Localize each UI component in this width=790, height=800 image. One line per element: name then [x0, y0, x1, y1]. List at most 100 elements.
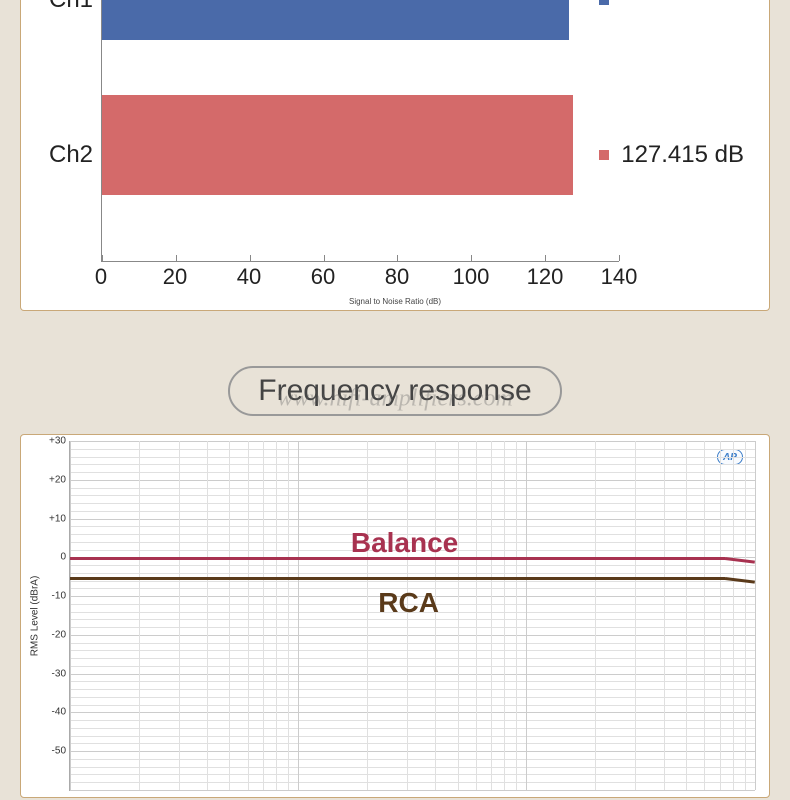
grid-line-major	[70, 751, 755, 752]
grid-line-vertical	[755, 441, 756, 790]
grid-line-minor	[70, 643, 755, 644]
y-tick-label: -40	[52, 707, 66, 718]
grid-line-minor	[70, 681, 755, 682]
grid-line-minor	[70, 581, 755, 582]
frequency-response-chart: RMS Level (dBrA) AP +30+20+100-10-20-30-…	[21, 435, 769, 797]
grid-line-vertical	[298, 441, 299, 790]
y-tick-label: +10	[49, 513, 66, 524]
grid-line-vertical	[367, 441, 368, 790]
grid-line-major	[70, 712, 755, 713]
bar-ch2	[102, 95, 573, 195]
grid-line-vertical	[704, 441, 705, 790]
x-tick: 0	[95, 264, 107, 290]
bar-ch1	[102, 0, 569, 40]
grid-line-major	[70, 674, 755, 675]
legend-marker	[599, 150, 609, 160]
grid-line-vertical	[229, 441, 230, 790]
legend-marker	[599, 0, 609, 5]
grid-line-vertical	[207, 441, 208, 790]
section-title: Frequency response	[228, 366, 562, 416]
grid-line-minor	[70, 464, 755, 465]
grid-line-minor	[70, 658, 755, 659]
grid-line-vertical	[263, 441, 264, 790]
grid-line-minor	[70, 689, 755, 690]
grid-line-minor	[70, 782, 755, 783]
grid-line-vertical	[276, 441, 277, 790]
grid-line-major	[70, 790, 755, 791]
grid-line-minor	[70, 666, 755, 667]
grid-line-vertical	[516, 441, 517, 790]
grid-line-minor	[70, 619, 755, 620]
grid-line-minor	[70, 728, 755, 729]
freq-plot-area: AP +30+20+100-10-20-30-40-50BalanceRCA	[69, 441, 755, 791]
y-tick-label: +30	[49, 436, 66, 447]
series-line-rca	[70, 577, 725, 580]
y-tick-label: +20	[49, 474, 66, 485]
grid-line-minor	[70, 759, 755, 760]
grid-line-minor	[70, 697, 755, 698]
series-line-droop	[725, 557, 755, 564]
x-tick: 20	[163, 264, 187, 290]
grid-line-vertical	[664, 441, 665, 790]
x-tick: 100	[453, 264, 490, 290]
grid-line-minor	[70, 457, 755, 458]
series-label-rca: RCA	[378, 587, 439, 619]
grid-line-vertical	[139, 441, 140, 790]
grid-line-major	[70, 519, 755, 520]
bar-channel-label: Ch1	[49, 0, 93, 14]
x-axis-label: Signal to Noise Ratio (dB)	[349, 297, 441, 306]
series-label-balance: Balance	[351, 527, 458, 559]
grid-line-vertical	[526, 441, 527, 790]
section-title-wrap: Frequency response www.hifi-amplifiers.c…	[0, 366, 790, 416]
y-tick-label: -10	[52, 591, 66, 602]
snr-bar-chart-container: 0 20 40 60 80 100 120 140 Signal to Noise Ratio…	[20, 0, 770, 311]
grid-line-major	[70, 635, 755, 636]
grid-line-minor	[70, 503, 755, 504]
series-line-droop	[725, 577, 755, 584]
grid-line-vertical	[248, 441, 249, 790]
x-axis-ticks: 020406080100120140	[101, 264, 619, 292]
grid-line-minor	[70, 774, 755, 775]
grid-line-minor	[70, 573, 755, 574]
grid-line-vertical	[179, 441, 180, 790]
grid-line-minor	[70, 736, 755, 737]
bar-channel-label: Ch2	[49, 141, 93, 169]
grid-line-major	[70, 480, 755, 481]
y-tick-label: -30	[52, 668, 66, 679]
grid-line-vertical	[720, 441, 721, 790]
y-tick-label: -20	[52, 629, 66, 640]
snr-bar-chart: 0 20 40 60 80 100 120 140 Signal to Noise Ratio…	[21, 0, 769, 310]
x-tick: 140	[601, 264, 638, 290]
grid-line-vertical	[491, 441, 492, 790]
x-tick: 40	[237, 264, 261, 290]
grid-line-vertical	[635, 441, 636, 790]
x-tick: 120	[527, 264, 564, 290]
grid-line-minor	[70, 743, 755, 744]
grid-line-vertical	[288, 441, 289, 790]
grid-line-vertical	[504, 441, 505, 790]
grid-line-minor	[70, 565, 755, 566]
grid-line-minor	[70, 650, 755, 651]
y-tick-label: 0	[60, 552, 66, 563]
y-axis-label: RMS Level (dBrA)	[30, 576, 41, 657]
grid-line-minor	[70, 488, 755, 489]
grid-line-vertical	[458, 441, 459, 790]
grid-line-vertical	[733, 441, 734, 790]
grid-line-major	[70, 441, 755, 442]
grid-line-minor	[70, 767, 755, 768]
grid-line-minor	[70, 495, 755, 496]
grid-line-minor	[70, 472, 755, 473]
grid-line-minor	[70, 705, 755, 706]
x-tick: 80	[385, 264, 409, 290]
grid-line-minor	[70, 627, 755, 628]
grid-line-vertical	[686, 441, 687, 790]
grid-line-minor	[70, 720, 755, 721]
grid-line-vertical	[476, 441, 477, 790]
y-tick-label: -50	[52, 746, 66, 757]
bar-value-label: 127.415 dB	[621, 141, 744, 169]
grid-line-minor	[70, 449, 755, 450]
x-tick: 60	[311, 264, 335, 290]
bar-plot-area	[101, 0, 619, 262]
grid-line-vertical	[595, 441, 596, 790]
grid-line-vertical	[70, 441, 71, 790]
